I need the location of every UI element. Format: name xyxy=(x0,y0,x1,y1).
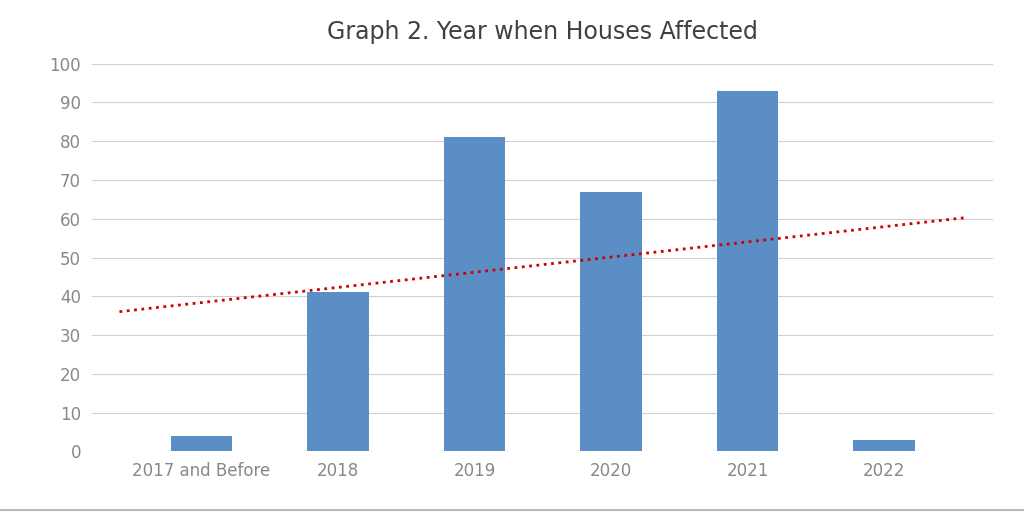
Bar xyxy=(307,293,369,451)
Bar xyxy=(171,436,232,451)
Title: Graph 2. Year when Houses Affected: Graph 2. Year when Houses Affected xyxy=(328,20,758,44)
Bar xyxy=(581,192,642,451)
Bar xyxy=(717,91,778,451)
Bar xyxy=(443,138,505,451)
Bar xyxy=(853,440,914,451)
